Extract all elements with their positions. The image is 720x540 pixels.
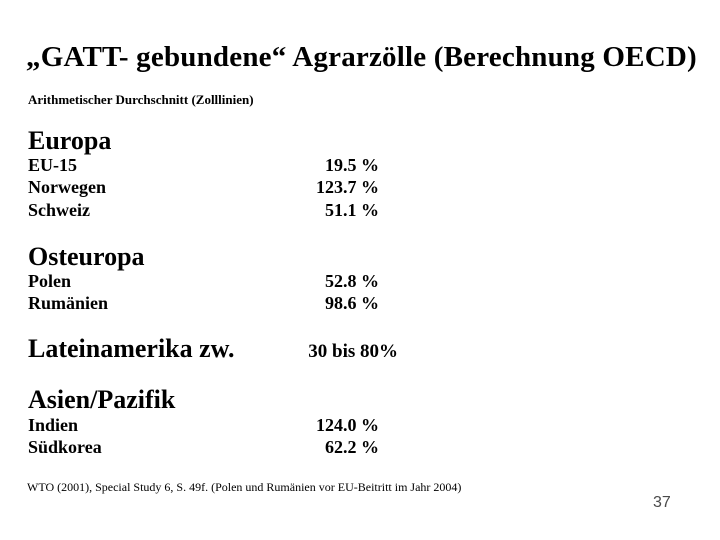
slide-subtitle: Arithmetischer Durchschnitt (Zolllinien)	[28, 92, 254, 107]
table-row: Schweiz 51.1 %	[28, 199, 379, 221]
row-label: Südkorea	[28, 437, 102, 458]
table-row: EU-15 19.5 %	[28, 154, 379, 176]
section-heading-europa: Europa	[28, 126, 112, 155]
row-label: Polen	[28, 271, 71, 291]
row-value: 19.5 %	[325, 155, 379, 175]
row-value: 52.8 %	[325, 271, 379, 291]
footnote: WTO (2001), Special Study 6, S. 49f. (Po…	[27, 480, 462, 494]
section-heading-osteuropa: Osteuropa	[28, 242, 145, 271]
table-row: Indien 124.0 %	[28, 414, 379, 436]
row-value: 124.0 %	[316, 415, 379, 435]
page-number: 37	[653, 494, 671, 511]
section-rows-asien-pazifik: Indien 124.0 % Südkorea 62.2 %	[28, 414, 379, 459]
row-label: Schweiz	[28, 199, 90, 220]
row-value: 30 bis 80%	[308, 341, 398, 362]
row-value: 62.2 %	[325, 437, 379, 458]
row-label: Norwegen	[28, 177, 106, 198]
section-heading-asien-pazifik: Asien/Pazifik	[28, 385, 176, 414]
row-value: 123.7 %	[316, 177, 379, 198]
slide-title: „GATT- gebundene“ Agrarzölle (Berechnung…	[26, 41, 697, 73]
row-value: 98.6 %	[325, 293, 379, 314]
section-lateinamerika: Lateinamerika zw. 30 bis 80%	[28, 336, 398, 363]
section-heading-lateinamerika: Lateinamerika zw.	[28, 334, 235, 363]
section-rows-europa: EU-15 19.5 % Norwegen 123.7 % Schweiz 51…	[28, 154, 379, 221]
row-value: 51.1 %	[325, 199, 379, 220]
table-row: Norwegen 123.7 %	[28, 176, 379, 198]
table-row: Südkorea 62.2 %	[28, 436, 379, 458]
row-label: EU-15	[28, 155, 77, 175]
row-label: Rumänien	[28, 293, 109, 314]
row-label: Indien	[28, 415, 79, 435]
table-row: Rumänien 98.6 %	[28, 292, 379, 314]
table-row: Polen 52.8 %	[28, 270, 379, 292]
section-rows-osteuropa: Polen 52.8 % Rumänien 98.6 %	[28, 270, 379, 315]
